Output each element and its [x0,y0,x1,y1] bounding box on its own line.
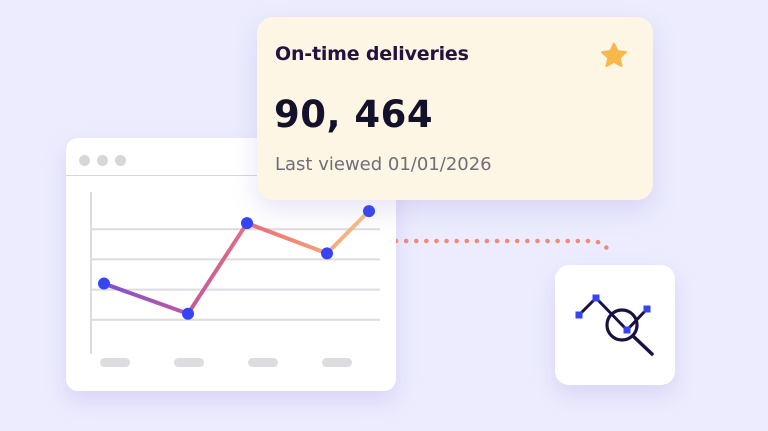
series-line [102,209,371,316]
window-title-bar [66,138,396,176]
line-chart [90,192,380,367]
window-dot [79,155,90,166]
trend-search-icon [575,294,654,356]
star-icon[interactable] [599,41,629,71]
deliveries-card[interactable]: On-time deliveries 90, 464 Last viewed 0… [257,17,653,200]
data-point[interactable] [182,307,194,320]
analytics-button[interactable] [555,265,675,385]
card-title: On-time deliveries [275,43,469,65]
data-point[interactable] [241,217,253,230]
card-value: 90, 464 [274,93,434,136]
last-viewed-text: Last viewed 01/01/2026 [275,154,492,175]
x-tick-placeholder [100,358,130,367]
data-point[interactable] [321,247,333,260]
x-tick-placeholder [322,358,352,367]
x-tick-placeholder [248,358,278,367]
data-point[interactable] [363,205,375,218]
window-dot [97,155,108,166]
x-tick-placeholder [174,358,204,367]
window-dot [115,155,126,166]
data-point[interactable] [98,277,110,290]
